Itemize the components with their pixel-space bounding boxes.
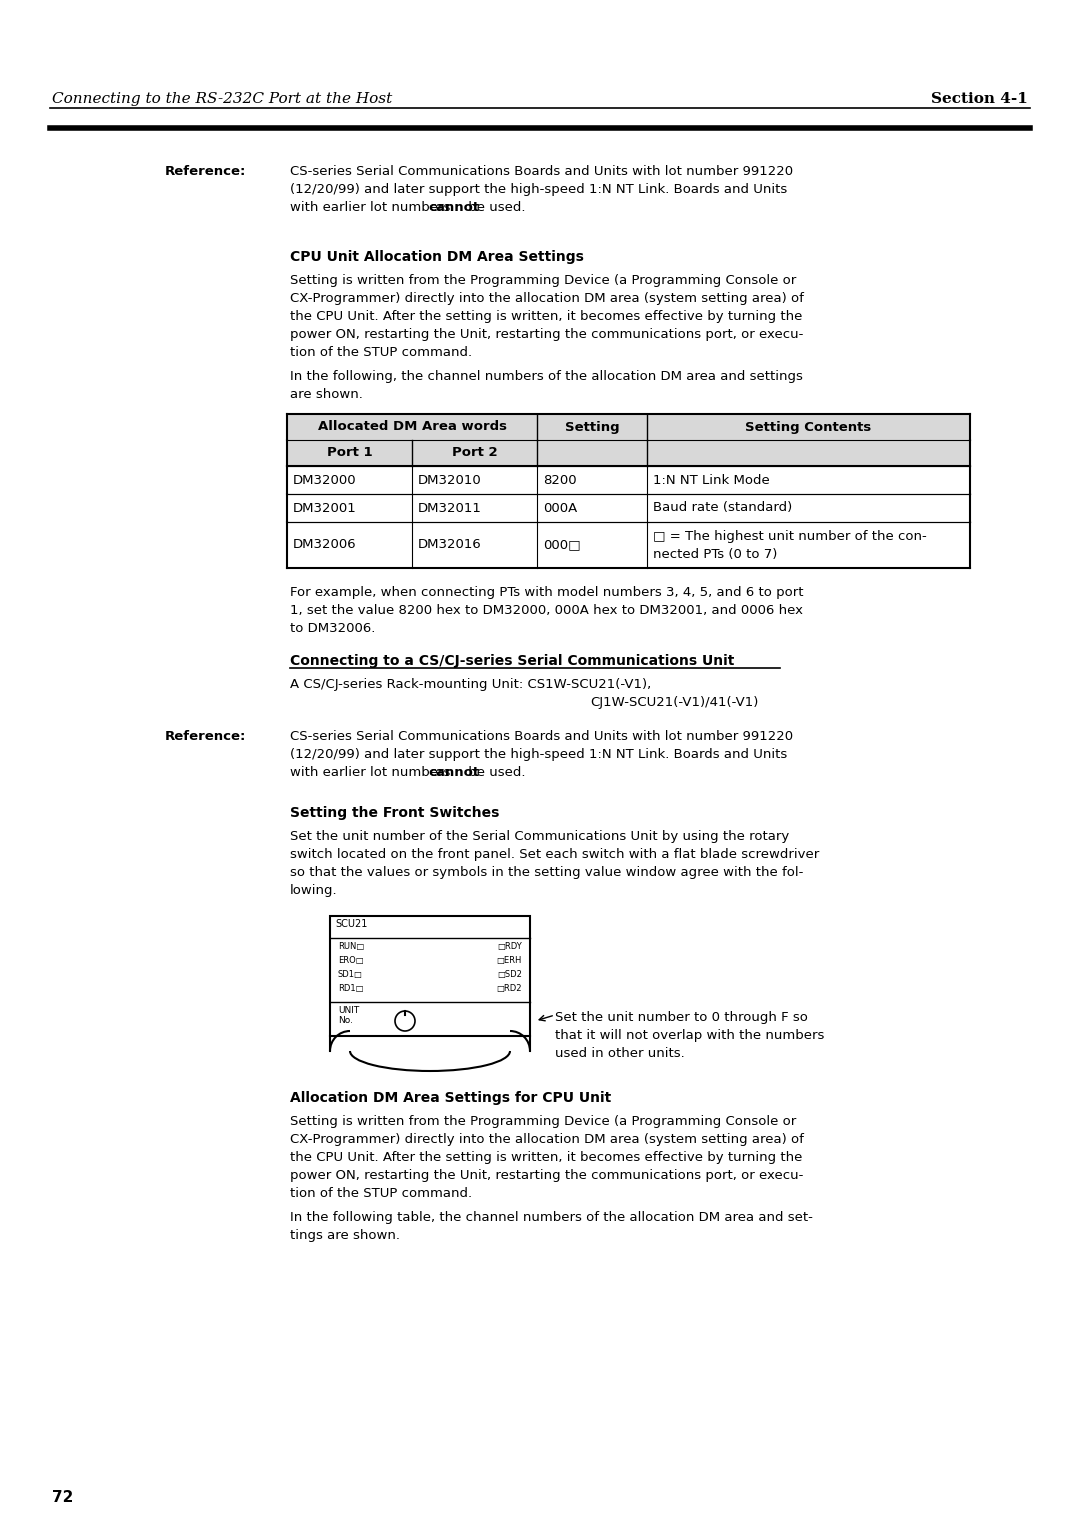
Text: DM32016: DM32016 [418, 538, 482, 552]
Bar [287, 440, 970, 466]
Text: DM32011: DM32011 [418, 501, 482, 515]
Text: power ON, restarting the Unit, restarting the communications port, or execu-: power ON, restarting the Unit, restartin… [291, 329, 804, 341]
Text: Setting the Front Switches: Setting the Front Switches [291, 805, 499, 821]
Text: tings are shown.: tings are shown. [291, 1229, 400, 1242]
Text: Connecting to a CS/CJ-series Serial Communications Unit: Connecting to a CS/CJ-series Serial Comm… [291, 654, 734, 668]
Text: so that the values or symbols in the setting value window agree with the fol-: so that the values or symbols in the set… [291, 866, 804, 879]
Text: CJ1W-SCU21(-V1)/41(-V1): CJ1W-SCU21(-V1)/41(-V1) [590, 695, 758, 709]
Text: In the following, the channel numbers of the allocation DM area and settings: In the following, the channel numbers of… [291, 370, 802, 384]
Text: Port 2: Port 2 [451, 446, 497, 460]
Text: DM32010: DM32010 [418, 474, 482, 486]
Text: 000□: 000□ [543, 538, 581, 552]
Text: CPU Unit Allocation DM Area Settings: CPU Unit Allocation DM Area Settings [291, 251, 584, 264]
Text: Allocation DM Area Settings for CPU Unit: Allocation DM Area Settings for CPU Unit [291, 1091, 611, 1105]
Text: with earlier lot numbers: with earlier lot numbers [291, 202, 455, 214]
Text: Setting is written from the Programming Device (a Programming Console or: Setting is written from the Programming … [291, 1115, 796, 1128]
Text: Setting is written from the Programming Device (a Programming Console or: Setting is written from the Programming … [291, 274, 796, 287]
Text: cannot: cannot [428, 766, 480, 779]
Text: CS-series Serial Communications Boards and Units with lot number 991220: CS-series Serial Communications Boards a… [291, 165, 793, 177]
Text: CX-Programmer) directly into the allocation DM area (system setting area) of: CX-Programmer) directly into the allocat… [291, 292, 804, 306]
Bar [287, 494, 970, 523]
Text: the CPU Unit. After the setting is written, it becomes effective by turning the: the CPU Unit. After the setting is writt… [291, 310, 802, 322]
Bar [287, 466, 970, 494]
Text: Setting Contents: Setting Contents [745, 420, 872, 434]
Text: Connecting to the RS-232C Port at the Host: Connecting to the RS-232C Port at the Ho… [52, 92, 392, 105]
Text: SCU21: SCU21 [335, 918, 367, 929]
Text: Baud rate (standard): Baud rate (standard) [653, 501, 793, 515]
Text: □RDY: □RDY [497, 941, 522, 950]
Bar [287, 523, 970, 568]
Bar [287, 414, 970, 440]
Text: DM32000: DM32000 [293, 474, 356, 486]
Text: Reference:: Reference: [165, 730, 246, 743]
Text: In the following table, the channel numbers of the allocation DM area and set-: In the following table, the channel numb… [291, 1212, 813, 1224]
Text: tion of the STUP command.: tion of the STUP command. [291, 1187, 472, 1199]
Text: 72: 72 [52, 1490, 73, 1505]
Text: 000A: 000A [543, 501, 577, 515]
Text: Reference:: Reference: [165, 165, 246, 177]
Text: Set the unit number to 0 through F so: Set the unit number to 0 through F so [555, 1012, 808, 1024]
Text: Setting: Setting [565, 420, 619, 434]
Text: Set the unit number of the Serial Communications Unit by using the rotary: Set the unit number of the Serial Commun… [291, 830, 789, 843]
Text: No.: No. [338, 1016, 353, 1025]
Text: be used.: be used. [464, 766, 526, 779]
Text: are shown.: are shown. [291, 388, 363, 400]
Text: RD1□: RD1□ [338, 984, 364, 993]
Text: (12/20/99) and later support the high-speed 1:N NT Link. Boards and Units: (12/20/99) and later support the high-sp… [291, 749, 787, 761]
Text: cannot: cannot [428, 202, 480, 214]
Text: Port 1: Port 1 [326, 446, 373, 460]
Text: the CPU Unit. After the setting is written, it becomes effective by turning the: the CPU Unit. After the setting is writt… [291, 1151, 802, 1164]
Text: to DM32006.: to DM32006. [291, 622, 376, 636]
Text: 1:N NT Link Mode: 1:N NT Link Mode [653, 474, 770, 486]
Bar [330, 915, 530, 1036]
Text: 1, set the value 8200 hex to DM32000, 000A hex to DM32001, and 0006 hex: 1, set the value 8200 hex to DM32000, 00… [291, 604, 804, 617]
Text: A CS/CJ-series Rack-mounting Unit: CS1W-SCU21(-V1),: A CS/CJ-series Rack-mounting Unit: CS1W-… [291, 678, 651, 691]
Text: □ = The highest unit number of the con-: □ = The highest unit number of the con- [653, 530, 927, 542]
Text: □RD2: □RD2 [497, 984, 522, 993]
Text: UNIT: UNIT [338, 1005, 360, 1015]
Text: □ERH: □ERH [497, 957, 522, 966]
Text: nected PTs (0 to 7): nected PTs (0 to 7) [653, 549, 778, 561]
Text: with earlier lot numbers: with earlier lot numbers [291, 766, 455, 779]
Text: □SD2: □SD2 [497, 970, 522, 979]
Text: For example, when connecting PTs with model numbers 3, 4, 5, and 6 to port: For example, when connecting PTs with mo… [291, 587, 804, 599]
Text: CX-Programmer) directly into the allocation DM area (system setting area) of: CX-Programmer) directly into the allocat… [291, 1132, 804, 1146]
Text: CS-series Serial Communications Boards and Units with lot number 991220: CS-series Serial Communications Boards a… [291, 730, 793, 743]
Text: (12/20/99) and later support the high-speed 1:N NT Link. Boards and Units: (12/20/99) and later support the high-sp… [291, 183, 787, 196]
Text: DM32006: DM32006 [293, 538, 356, 552]
Text: switch located on the front panel. Set each switch with a flat blade screwdriver: switch located on the front panel. Set e… [291, 848, 820, 860]
Text: Allocated DM Area words: Allocated DM Area words [318, 420, 507, 434]
Text: Section 4-1: Section 4-1 [931, 92, 1028, 105]
Text: SD1□: SD1□ [338, 970, 363, 979]
Text: RUN□: RUN□ [338, 941, 364, 950]
Text: lowing.: lowing. [291, 885, 338, 897]
Text: 8200: 8200 [543, 474, 577, 486]
Text: DM32001: DM32001 [293, 501, 356, 515]
Text: ERO□: ERO□ [338, 957, 364, 966]
Text: power ON, restarting the Unit, restarting the communications port, or execu-: power ON, restarting the Unit, restartin… [291, 1169, 804, 1183]
Text: that it will not overlap with the numbers: that it will not overlap with the number… [555, 1028, 824, 1042]
Text: used in other units.: used in other units. [555, 1047, 685, 1060]
Text: be used.: be used. [464, 202, 526, 214]
Text: tion of the STUP command.: tion of the STUP command. [291, 345, 472, 359]
